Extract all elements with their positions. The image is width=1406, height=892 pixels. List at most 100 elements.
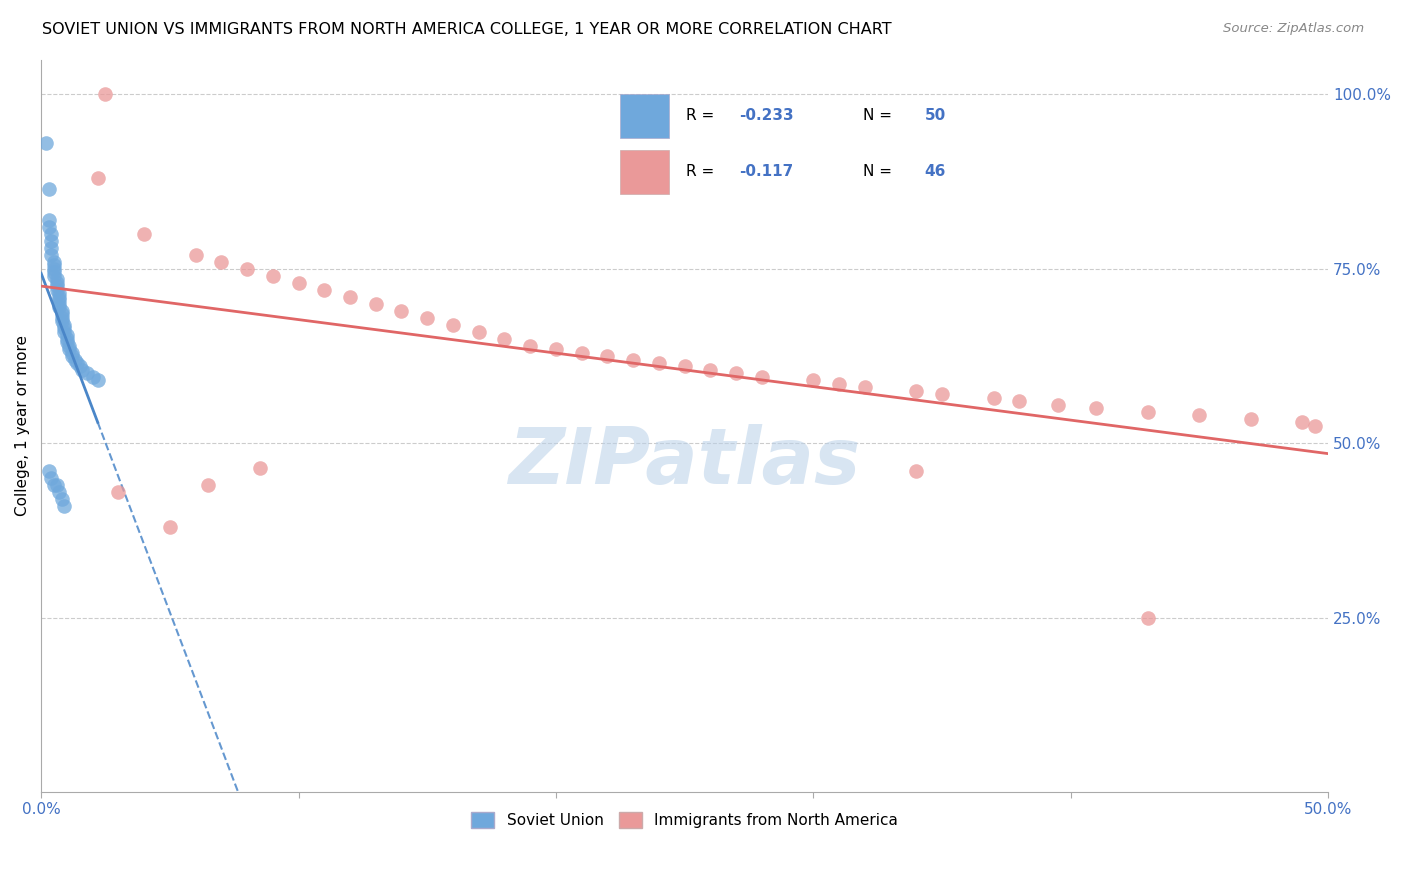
Point <box>751 370 773 384</box>
Point <box>699 363 721 377</box>
Point <box>38 464 60 478</box>
Point <box>41 241 63 255</box>
Point <box>53 321 76 335</box>
Point <box>828 376 851 391</box>
Point <box>571 345 593 359</box>
Point <box>209 255 232 269</box>
Point <box>51 314 73 328</box>
Point <box>45 279 67 293</box>
Point <box>467 325 489 339</box>
Point <box>494 332 516 346</box>
Point <box>82 370 104 384</box>
Point <box>197 478 219 492</box>
Point <box>544 342 567 356</box>
Point <box>48 300 70 314</box>
Y-axis label: College, 1 year or more: College, 1 year or more <box>15 335 30 516</box>
Point <box>53 499 76 513</box>
Point <box>648 356 671 370</box>
Point <box>48 296 70 310</box>
Point <box>673 359 696 374</box>
Point <box>41 248 63 262</box>
Point <box>621 352 644 367</box>
Point <box>184 248 207 262</box>
Legend: Soviet Union, Immigrants from North America: Soviet Union, Immigrants from North Amer… <box>464 805 905 836</box>
Point <box>1136 405 1159 419</box>
Point <box>416 310 439 325</box>
Point <box>41 234 63 248</box>
Point <box>905 384 928 398</box>
Text: ZIPatlas: ZIPatlas <box>509 425 860 500</box>
Point <box>60 345 83 359</box>
Point <box>236 261 259 276</box>
Point <box>314 283 336 297</box>
Point <box>53 325 76 339</box>
Point <box>53 318 76 332</box>
Point <box>983 391 1005 405</box>
Point <box>1046 398 1069 412</box>
Point <box>441 318 464 332</box>
Point <box>725 367 748 381</box>
Point <box>42 258 65 272</box>
Point <box>905 464 928 478</box>
Point <box>51 491 73 506</box>
Point <box>801 374 824 388</box>
Point <box>41 227 63 241</box>
Point <box>287 276 309 290</box>
Point <box>391 303 413 318</box>
Point <box>107 485 129 500</box>
Point <box>69 359 91 374</box>
Text: Source: ZipAtlas.com: Source: ZipAtlas.com <box>1223 22 1364 36</box>
Point <box>1240 412 1263 426</box>
Point <box>48 290 70 304</box>
Point <box>60 349 83 363</box>
Point <box>63 352 86 367</box>
Point <box>58 338 80 352</box>
Point <box>38 213 60 227</box>
Point <box>56 328 79 343</box>
Point <box>42 255 65 269</box>
Point <box>249 460 271 475</box>
Point <box>94 87 117 102</box>
Point <box>72 363 94 377</box>
Point <box>262 268 284 283</box>
Point <box>45 283 67 297</box>
Point <box>87 171 110 186</box>
Point <box>35 136 58 151</box>
Point <box>42 268 65 283</box>
Point <box>48 286 70 301</box>
Point <box>339 290 361 304</box>
Point <box>51 310 73 325</box>
Point <box>76 367 98 381</box>
Point <box>931 387 953 401</box>
Point <box>1008 394 1031 409</box>
Point <box>42 265 65 279</box>
Point <box>519 338 541 352</box>
Point <box>38 219 60 234</box>
Point <box>42 478 65 492</box>
Point <box>41 471 63 485</box>
Point <box>48 485 70 500</box>
Point <box>853 380 876 394</box>
Point <box>42 261 65 276</box>
Point <box>1136 610 1159 624</box>
Point <box>66 356 89 370</box>
Point <box>132 227 155 241</box>
Point <box>38 181 60 195</box>
Point <box>364 296 387 310</box>
Point <box>58 342 80 356</box>
Point <box>87 374 110 388</box>
Point <box>1303 418 1326 433</box>
Point <box>48 293 70 308</box>
Point <box>45 272 67 286</box>
Point <box>56 334 79 349</box>
Point <box>45 276 67 290</box>
Point <box>1188 409 1211 423</box>
Point <box>159 520 181 534</box>
Text: SOVIET UNION VS IMMIGRANTS FROM NORTH AMERICA COLLEGE, 1 YEAR OR MORE CORRELATIO: SOVIET UNION VS IMMIGRANTS FROM NORTH AM… <box>42 22 891 37</box>
Point <box>1291 415 1313 429</box>
Point <box>56 332 79 346</box>
Point <box>1085 401 1108 416</box>
Point <box>596 349 619 363</box>
Point <box>51 307 73 321</box>
Point <box>45 478 67 492</box>
